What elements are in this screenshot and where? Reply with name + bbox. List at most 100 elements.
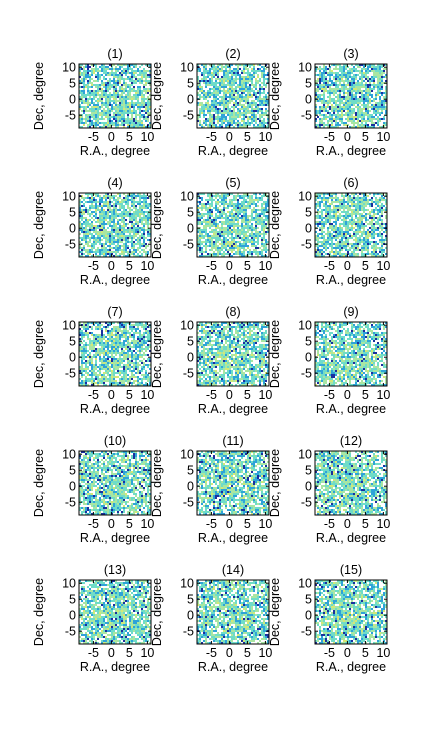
heatmap-cell xyxy=(125,70,127,72)
heatmap-cell xyxy=(109,225,111,227)
x-tick-label: -5 xyxy=(88,130,99,144)
heatmap-cell xyxy=(129,116,131,118)
heatmap-cell xyxy=(355,215,357,217)
heatmap-cell xyxy=(101,114,103,116)
heatmap-cell xyxy=(341,104,343,106)
heatmap-cell xyxy=(149,231,151,233)
heatmap-cell xyxy=(247,68,249,70)
heatmap-cell xyxy=(259,255,261,257)
heatmap-cell xyxy=(331,118,333,120)
heatmap-cell xyxy=(219,90,221,92)
heatmap-cell xyxy=(131,203,133,205)
heatmap-cell xyxy=(259,243,261,245)
heatmap-cell xyxy=(85,90,87,92)
heatmap-cell xyxy=(129,205,131,207)
heatmap-cell xyxy=(249,94,251,96)
heatmap-cell xyxy=(129,197,131,199)
heatmap-cell xyxy=(363,221,365,223)
heatmap-cell xyxy=(345,112,347,114)
heatmap-cell xyxy=(373,120,375,122)
heatmap-cell xyxy=(227,124,229,126)
heatmap-cell xyxy=(89,116,91,118)
heatmap-cell xyxy=(257,86,259,88)
heatmap-cell xyxy=(359,110,361,112)
heatmap-cell xyxy=(145,233,147,235)
heatmap-cell xyxy=(135,199,137,201)
heatmap-cell xyxy=(359,70,361,72)
heatmap-cell xyxy=(353,80,355,82)
heatmap-cell xyxy=(255,120,257,122)
heatmap-cell xyxy=(225,72,227,74)
heatmap-cell xyxy=(353,94,355,96)
heatmap-cell xyxy=(143,120,145,122)
heatmap-cell xyxy=(139,86,141,88)
heatmap-cell xyxy=(373,205,375,207)
heatmap-cell xyxy=(207,80,209,82)
heatmap-cell xyxy=(145,126,147,128)
heatmap-cell xyxy=(121,80,123,82)
heatmap-cell xyxy=(81,118,83,120)
heatmap-cell xyxy=(109,70,111,72)
heatmap-cell xyxy=(247,213,249,215)
heatmap-cell xyxy=(345,243,347,245)
heatmap-cell xyxy=(117,197,119,199)
heatmap-cell xyxy=(245,255,247,257)
heatmap-cell xyxy=(91,219,93,221)
heatmap-cell xyxy=(221,211,223,213)
heatmap-cell xyxy=(97,197,99,199)
heatmap-cell xyxy=(321,245,323,247)
heatmap-cell xyxy=(125,76,127,78)
heatmap-cell xyxy=(257,74,259,76)
heatmap-cell xyxy=(81,221,83,223)
heatmap-cell xyxy=(343,122,345,124)
heatmap-cell xyxy=(207,235,209,237)
heatmap-cell xyxy=(371,116,373,118)
heatmap-cell xyxy=(323,70,325,72)
heatmap-cell xyxy=(145,92,147,94)
heatmap-cell xyxy=(239,68,241,70)
heatmap-cell xyxy=(371,193,373,195)
heatmap-cell xyxy=(215,247,217,249)
heatmap-cell xyxy=(203,100,205,102)
heatmap-cell xyxy=(365,82,367,84)
heatmap-cell xyxy=(135,229,137,231)
heatmap-cell xyxy=(321,193,323,195)
heatmap-cell xyxy=(133,219,135,221)
heatmap-cell xyxy=(383,205,385,207)
heatmap-cell xyxy=(369,195,371,197)
heatmap-cell xyxy=(341,80,343,82)
heatmap-cell xyxy=(251,203,253,205)
heatmap-cell xyxy=(149,217,151,219)
heatmap-cell xyxy=(117,98,119,100)
heatmap-cell xyxy=(343,231,345,233)
heatmap-cell xyxy=(141,193,143,195)
heatmap-cell xyxy=(317,229,319,231)
heatmap-cell xyxy=(93,80,95,82)
heatmap-cell xyxy=(321,207,323,209)
heatmap-cell xyxy=(209,120,211,122)
x-tick-label: 0 xyxy=(226,130,233,144)
heatmap-cell xyxy=(321,227,323,229)
heatmap-cell xyxy=(197,217,199,219)
heatmap-cell xyxy=(245,229,247,231)
heatmap-cell xyxy=(217,98,219,100)
heatmap-cell xyxy=(213,233,215,235)
heatmap-cell xyxy=(265,235,267,237)
heatmap-cell xyxy=(197,112,199,114)
heatmap-cell xyxy=(131,245,133,247)
heatmap-cell xyxy=(317,223,319,225)
heatmap-cell xyxy=(373,72,375,74)
heatmap-cell xyxy=(221,102,223,104)
heatmap-cell xyxy=(143,112,145,114)
heatmap-cell xyxy=(111,94,113,96)
heatmap-cell xyxy=(241,102,243,104)
heatmap-cell xyxy=(227,68,229,70)
heatmap-cell xyxy=(103,98,105,100)
heatmap-cell xyxy=(87,122,89,124)
heatmap-cell xyxy=(221,221,223,223)
heatmap-cell xyxy=(229,82,231,84)
heatmap-cell xyxy=(321,197,323,199)
heatmap-cell xyxy=(95,209,97,211)
heatmap-cell xyxy=(249,82,251,84)
heatmap-cell xyxy=(321,80,323,82)
